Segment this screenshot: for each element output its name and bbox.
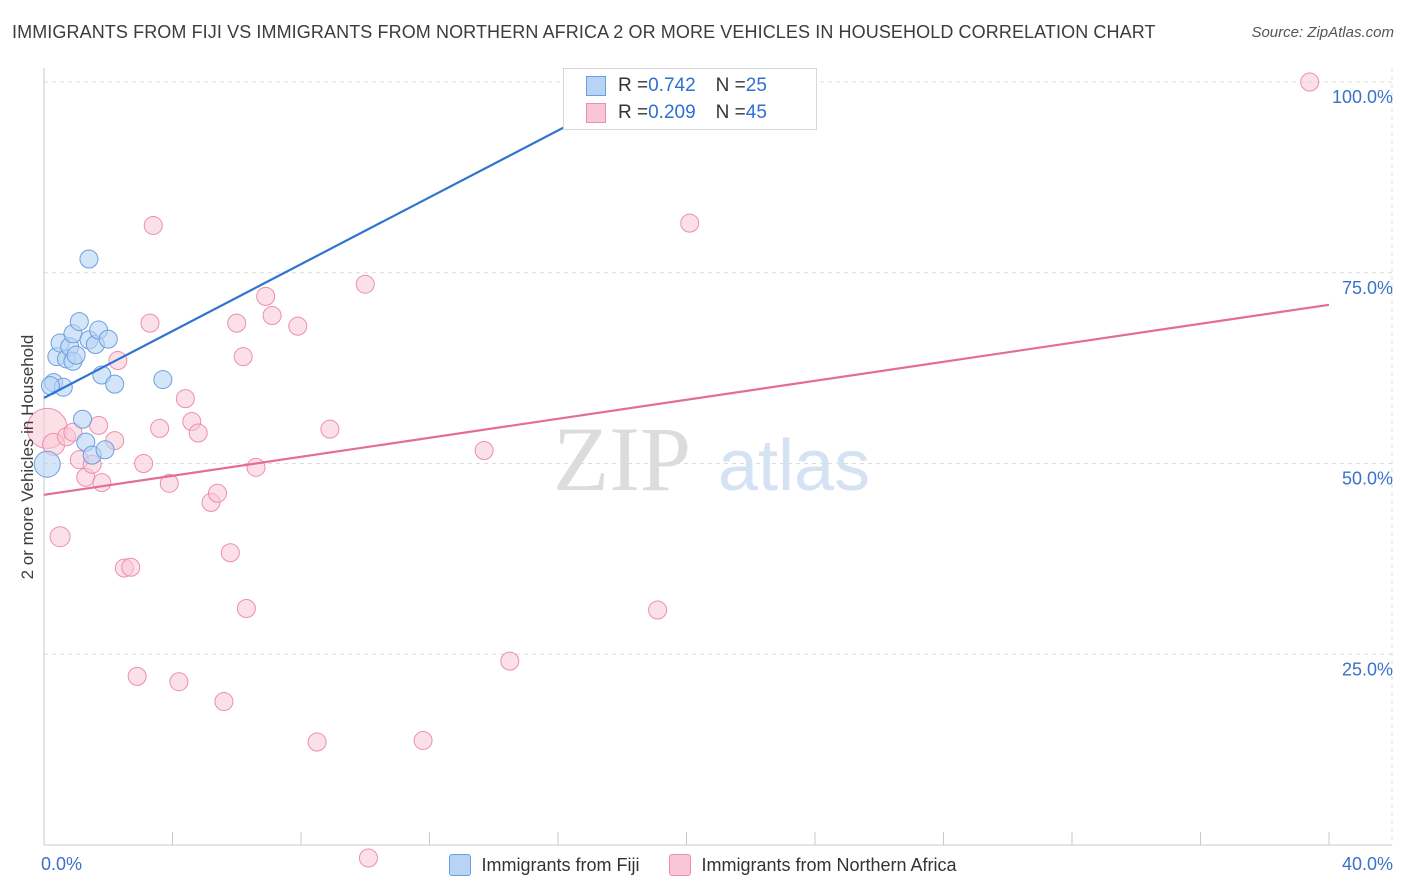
africa-swatch bbox=[586, 103, 606, 123]
stats-row-africa: R = 0.209 N = 45 bbox=[586, 100, 767, 126]
africa-point bbox=[246, 457, 266, 477]
grid-layer bbox=[44, 68, 1393, 845]
africa-point bbox=[159, 473, 179, 493]
africa-point bbox=[1300, 72, 1320, 92]
fiji-points bbox=[33, 72, 632, 478]
africa-point bbox=[233, 347, 253, 367]
africa-point bbox=[89, 415, 109, 435]
africa-point bbox=[140, 313, 160, 333]
watermark: ZIP atlas bbox=[553, 408, 870, 510]
africa-point bbox=[358, 848, 378, 868]
africa-point bbox=[169, 672, 189, 692]
africa-point bbox=[355, 274, 375, 294]
fiji-point bbox=[66, 345, 86, 365]
africa-point bbox=[92, 473, 112, 493]
africa-point bbox=[134, 454, 154, 473]
fiji-n-label: N = bbox=[715, 75, 746, 96]
fiji-point bbox=[33, 450, 61, 478]
fiji-swatch bbox=[586, 76, 606, 96]
africa-point bbox=[256, 286, 276, 306]
africa-point bbox=[214, 692, 234, 712]
y-axis-label: 2 or more Vehicles in Household bbox=[18, 334, 37, 580]
watermark-atlas: atlas bbox=[718, 426, 870, 506]
fiji-point bbox=[73, 409, 93, 429]
africa-point bbox=[220, 543, 240, 563]
legend-label-fiji: Immigrants from Fiji bbox=[481, 854, 640, 875]
legend-label-africa: Immigrants from Northern Africa bbox=[701, 854, 957, 875]
chart-title: IMMIGRANTS FROM FIJI VS IMMIGRANTS FROM … bbox=[12, 22, 1156, 42]
fiji-n-value: 25 bbox=[745, 75, 767, 96]
africa-point bbox=[413, 730, 433, 750]
y-tick-label: 50.0% bbox=[1342, 469, 1393, 489]
africa-point bbox=[188, 423, 208, 443]
africa-point bbox=[207, 483, 227, 503]
x-tick-label: 0.0% bbox=[41, 854, 82, 874]
y-tick-label: 25.0% bbox=[1342, 659, 1393, 679]
tick-labels: 25.0% 50.0% 75.0% 100.0% 0.0% 40.0% bbox=[41, 87, 1393, 874]
africa-r-value: 0.209 bbox=[648, 102, 696, 123]
fiji-point bbox=[95, 440, 115, 460]
legend-item-africa[interactable]: Immigrants from Northern Africa bbox=[669, 854, 957, 876]
africa-point bbox=[49, 526, 71, 548]
africa-point bbox=[262, 305, 282, 325]
africa-point bbox=[121, 557, 141, 577]
stats-row-fiji: R = 0.742 N = 25 bbox=[586, 73, 767, 99]
legend-item-fiji[interactable]: Immigrants from Fiji bbox=[449, 854, 639, 876]
africa-trend-line bbox=[43, 303, 1330, 496]
y-tick-label: 100.0% bbox=[1332, 87, 1393, 107]
africa-point bbox=[680, 213, 700, 233]
fiji-point bbox=[79, 249, 99, 269]
fiji-point bbox=[105, 374, 125, 394]
africa-r-label: R = bbox=[618, 102, 649, 123]
watermark-zip: ZIP bbox=[553, 408, 691, 510]
africa-point bbox=[150, 418, 170, 438]
africa-point bbox=[143, 215, 163, 235]
africa-point bbox=[63, 422, 83, 442]
x-tick-label: 40.0% bbox=[1342, 854, 1393, 874]
fiji-r-value: 0.742 bbox=[648, 75, 696, 96]
africa-point bbox=[307, 732, 327, 752]
legend-swatch-fiji bbox=[449, 854, 472, 876]
africa-point bbox=[320, 419, 340, 439]
stats-legend: R = 0.742 N = 25 R = 0.209 N = 45 bbox=[563, 68, 817, 130]
fiji-trend-line bbox=[43, 81, 652, 399]
africa-point bbox=[648, 600, 668, 620]
fiji-point bbox=[98, 329, 118, 349]
africa-point bbox=[227, 313, 247, 333]
fiji-point bbox=[153, 370, 173, 390]
legend-swatch-africa bbox=[669, 854, 692, 876]
africa-point bbox=[288, 316, 308, 336]
africa-point bbox=[474, 441, 494, 461]
africa-points bbox=[26, 72, 1320, 868]
trend-layer bbox=[43, 81, 1330, 496]
fiji-r-label: R = bbox=[618, 75, 649, 96]
africa-point bbox=[236, 598, 256, 618]
africa-n-value: 45 bbox=[745, 102, 767, 123]
africa-point bbox=[175, 389, 195, 409]
fiji-point bbox=[69, 312, 89, 332]
africa-n-label: N = bbox=[715, 102, 746, 123]
bottom-legend: Immigrants from Fiji Immigrants from Nor… bbox=[0, 852, 1406, 878]
africa-point bbox=[500, 651, 520, 671]
y-tick-label: 75.0% bbox=[1342, 278, 1393, 298]
source-label: Source: ZipAtlas.com bbox=[1251, 24, 1394, 41]
africa-point bbox=[127, 666, 147, 686]
